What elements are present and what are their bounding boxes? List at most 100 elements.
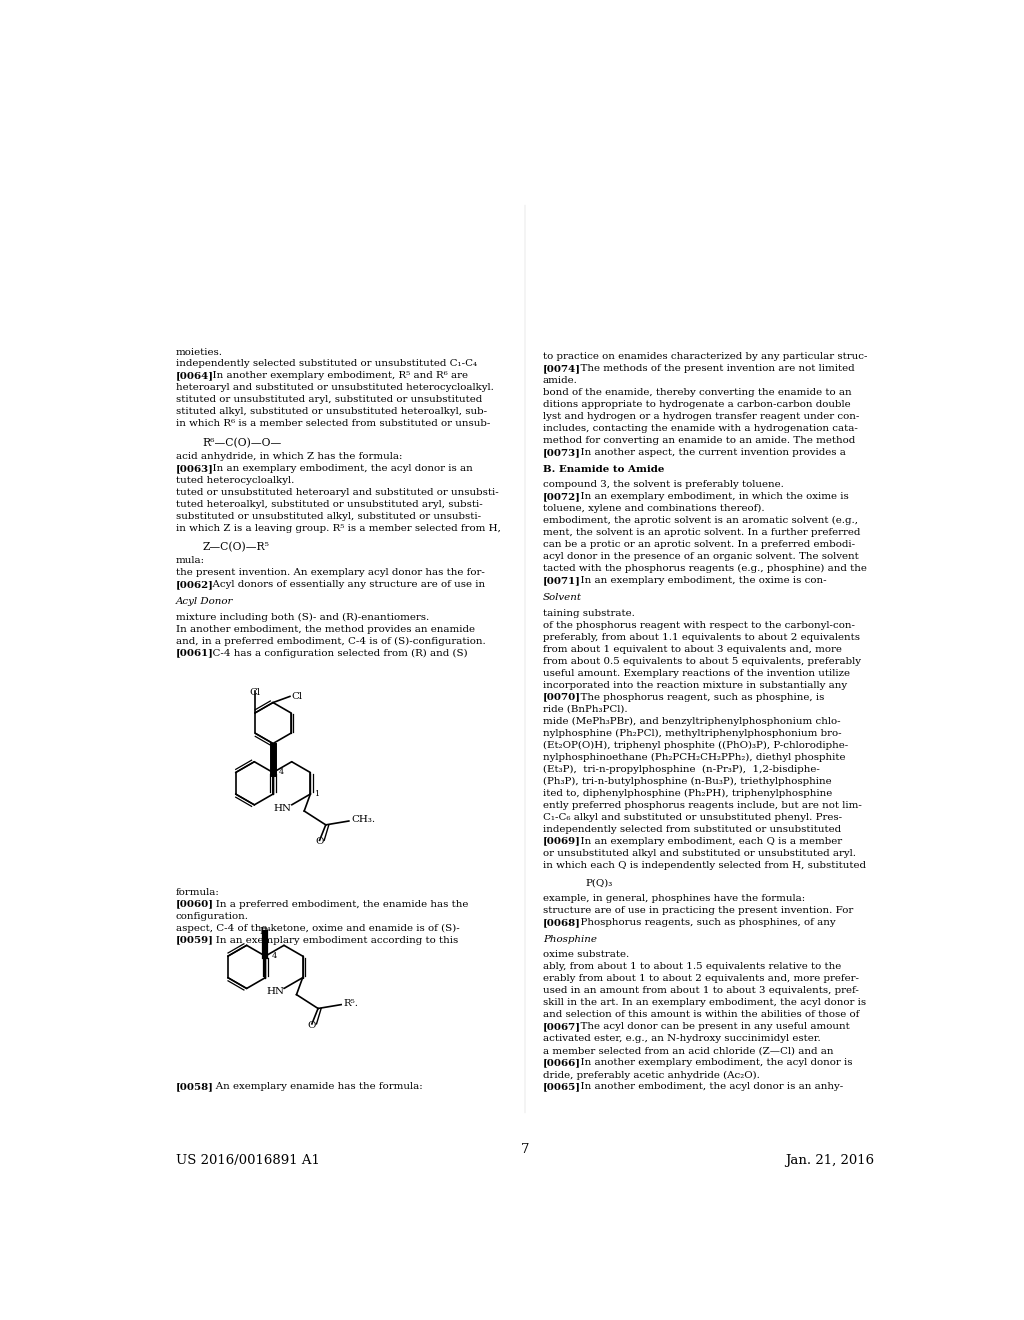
Text: [0068]: [0068] [543,919,581,927]
Text: method for converting an enamide to an amide. The method: method for converting an enamide to an a… [543,436,855,445]
Text: [0062]: [0062] [175,581,213,589]
Text: erably from about 1 to about 2 equivalents and, more prefer-: erably from about 1 to about 2 equivalen… [543,974,859,983]
Text: and, in a preferred embodiment, C-4 is of (S)-configuration.: and, in a preferred embodiment, C-4 is o… [175,636,485,645]
Text: from about 0.5 equivalents to about 5 equivalents, preferably: from about 0.5 equivalents to about 5 eq… [543,656,861,665]
Text: stituted alkyl, substituted or unsubstituted heteroalkyl, sub-: stituted alkyl, substituted or unsubstit… [175,408,486,417]
Text: ited to, diphenylphosphine (Ph₂PH), triphenylphosphine: ited to, diphenylphosphine (Ph₂PH), trip… [543,788,833,797]
Text: example, in general, phosphines have the formula:: example, in general, phosphines have the… [543,894,805,903]
Text: useful amount. Exemplary reactions of the invention utilize: useful amount. Exemplary reactions of th… [543,669,850,677]
Text: HN: HN [266,987,285,997]
Text: P(Q)₃: P(Q)₃ [586,879,612,887]
Text: [0066]: [0066] [543,1059,581,1068]
Text: [0058]: [0058] [175,1082,213,1092]
Text: In another exemplary embodiment, the acyl donor is: In another exemplary embodiment, the acy… [573,1059,852,1068]
Text: C-4 has a configuration selected from (R) and (S): C-4 has a configuration selected from (R… [206,648,468,657]
Text: [0069]: [0069] [543,837,581,846]
Text: from about 1 equivalent to about 3 equivalents and, more: from about 1 equivalent to about 3 equiv… [543,644,842,653]
Text: nylphosphinoethane (Ph₂PCH₂CH₂PPh₂), diethyl phosphite: nylphosphinoethane (Ph₂PCH₂CH₂PPh₂), die… [543,752,846,762]
Text: acyl donor in the presence of an organic solvent. The solvent: acyl donor in the presence of an organic… [543,552,859,561]
Text: mixture including both (S)- and (R)-enantiomers.: mixture including both (S)- and (R)-enan… [175,612,429,622]
Text: mide (MePh₃PBr), and benzyltriphenylphosphonium chlo-: mide (MePh₃PBr), and benzyltriphenylphos… [543,717,841,726]
Text: structure are of use in practicing the present invention. For: structure are of use in practicing the p… [543,906,853,915]
Text: independently selected from substituted or unsubstituted: independently selected from substituted … [543,825,841,833]
Text: bond of the enamide, thereby converting the enamide to an: bond of the enamide, thereby converting … [543,388,852,397]
Text: independently selected substituted or unsubstituted C₁-C₄: independently selected substituted or un… [175,359,476,368]
Text: formula:: formula: [175,887,219,896]
Text: of the phosphorus reagent with respect to the carbonyl-con-: of the phosphorus reagent with respect t… [543,620,855,630]
Text: Jan. 21, 2016: Jan. 21, 2016 [785,1155,874,1167]
Text: In a preferred embodiment, the enamide has the: In a preferred embodiment, the enamide h… [206,900,469,908]
Text: or unsubstituted alkyl and substituted or unsubstituted aryl.: or unsubstituted alkyl and substituted o… [543,849,856,858]
Text: ently preferred phosphorus reagents include, but are not lim-: ently preferred phosphorus reagents incl… [543,800,862,809]
Text: and selection of this amount is within the abilities of those of: and selection of this amount is within t… [543,1010,859,1019]
Text: includes, contacting the enamide with a hydrogenation cata-: includes, contacting the enamide with a … [543,424,858,433]
Text: B. Enamide to Amide: B. Enamide to Amide [543,465,665,474]
Text: taining substrate.: taining substrate. [543,609,635,618]
Text: oxime substrate.: oxime substrate. [543,950,629,960]
Text: lyst and hydrogen or a hydrogen transfer reagent under con-: lyst and hydrogen or a hydrogen transfer… [543,412,859,421]
Text: in which R⁶ is a member selected from substituted or unsub-: in which R⁶ is a member selected from su… [175,420,489,429]
Text: 4: 4 [271,952,276,960]
Text: tuted heterocycloalkyl.: tuted heterocycloalkyl. [175,475,294,484]
Text: activated ester, e.g., an N-hydroxy succinimidyl ester.: activated ester, e.g., an N-hydroxy succ… [543,1035,820,1043]
Text: acid anhydride, in which Z has the formula:: acid anhydride, in which Z has the formu… [175,451,402,461]
Text: [0072]: [0072] [543,492,581,502]
Text: [0067]: [0067] [543,1023,581,1031]
Text: R⁶—C(O)—O—: R⁶—C(O)—O— [203,437,282,447]
Text: An exemplary enamide has the formula:: An exemplary enamide has the formula: [206,1082,423,1092]
Text: [0063]: [0063] [175,463,213,473]
Text: 1: 1 [314,791,319,799]
Text: amide.: amide. [543,376,578,385]
Text: In another embodiment, the acyl donor is an anhy-: In another embodiment, the acyl donor is… [573,1082,843,1092]
Text: HN: HN [273,804,292,813]
Text: to practice on enamides characterized by any particular struc-: to practice on enamides characterized by… [543,352,867,360]
Text: (Et₂OP(O)H), triphenyl phosphite ((PhO)₃P), P-chlorodiphe-: (Et₂OP(O)H), triphenyl phosphite ((PhO)₃… [543,741,848,750]
Text: In an exemplary embodiment according to this: In an exemplary embodiment according to … [206,936,459,945]
Text: Phosphorus reagents, such as phosphines, of any: Phosphorus reagents, such as phosphines,… [573,919,836,927]
Text: Solvent: Solvent [543,593,582,602]
Text: [0065]: [0065] [543,1082,581,1092]
Text: heteroaryl and substituted or unsubstituted heterocycloalkyl.: heteroaryl and substituted or unsubstitu… [175,384,494,392]
Text: (Ph₃P), tri-n-butylphosphine (n-Bu₃P), triethylphosphine: (Ph₃P), tri-n-butylphosphine (n-Bu₃P), t… [543,776,831,785]
Text: 7: 7 [520,1143,529,1156]
Text: mula:: mula: [175,556,205,565]
Text: aspect, C-4 of the ketone, oxime and enamide is of (S)-: aspect, C-4 of the ketone, oxime and ena… [175,924,459,933]
Text: [0060]: [0060] [175,900,213,908]
Text: In another embodiment, the method provides an enamide: In another embodiment, the method provid… [175,624,474,634]
Text: [0059]: [0059] [175,936,213,945]
Text: a member selected from an acid chloride (Z—Cl) and an: a member selected from an acid chloride … [543,1047,834,1056]
Text: In an exemplary embodiment, the acyl donor is an: In an exemplary embodiment, the acyl don… [206,463,473,473]
Text: [0064]: [0064] [175,371,213,380]
Text: C₁-C₆ alkyl and substituted or unsubstituted phenyl. Pres-: C₁-C₆ alkyl and substituted or unsubstit… [543,813,842,821]
Text: [0071]: [0071] [543,577,581,585]
Text: O: O [307,1022,316,1030]
Text: Cl: Cl [250,688,261,697]
Text: can be a protic or an aprotic solvent. In a preferred embodi-: can be a protic or an aprotic solvent. I… [543,540,855,549]
Text: ditions appropriate to hydrogenate a carbon-carbon double: ditions appropriate to hydrogenate a car… [543,400,851,409]
Text: In an exemplary embodiment, each Q is a member: In an exemplary embodiment, each Q is a … [573,837,842,846]
Text: in which Z is a leaving group. R⁵ is a member selected from H,: in which Z is a leaving group. R⁵ is a m… [175,524,501,533]
Text: ment, the solvent is an aprotic solvent. In a further preferred: ment, the solvent is an aprotic solvent.… [543,528,860,537]
Text: In another aspect, the current invention provides a: In another aspect, the current invention… [573,447,846,457]
Text: Acyl donors of essentially any structure are of use in: Acyl donors of essentially any structure… [206,581,485,589]
Text: compound 3, the solvent is preferably toluene.: compound 3, the solvent is preferably to… [543,480,783,490]
Text: stituted or unsubstituted aryl, substituted or unsubstituted: stituted or unsubstituted aryl, substitu… [175,396,481,404]
Text: moieties.: moieties. [175,347,222,356]
Text: [0070]: [0070] [543,693,581,702]
Text: nylphosphine (Ph₂PCl), methyltriphenylphosphonium bro-: nylphosphine (Ph₂PCl), methyltriphenylph… [543,729,842,738]
Text: toluene, xylene and combinations thereof).: toluene, xylene and combinations thereof… [543,504,765,513]
Text: Cl: Cl [292,692,302,701]
Text: The methods of the present invention are not limited: The methods of the present invention are… [573,364,854,374]
Text: tuted or unsubstituted heteroaryl and substituted or unsubsti-: tuted or unsubstituted heteroaryl and su… [175,488,499,496]
Text: the present invention. An exemplary acyl donor has the for-: the present invention. An exemplary acyl… [175,568,484,577]
Text: incorporated into the reaction mixture in substantially any: incorporated into the reaction mixture i… [543,681,847,689]
Text: tuted heteroalkyl, substituted or unsubstituted aryl, substi-: tuted heteroalkyl, substituted or unsubs… [175,500,482,508]
Text: R⁵.: R⁵. [343,999,358,1007]
Text: preferably, from about 1.1 equivalents to about 2 equivalents: preferably, from about 1.1 equivalents t… [543,632,860,642]
Text: Acyl Donor: Acyl Donor [175,597,232,606]
Text: (Et₃P),  tri-n-propylphosphine  (n-Pr₃P),  1,2-bisdiphe-: (Et₃P), tri-n-propylphosphine (n-Pr₃P), … [543,764,820,774]
Text: substituted or unsubstituted alkyl, substituted or unsubsti-: substituted or unsubstituted alkyl, subs… [175,512,480,521]
Text: The acyl donor can be present in any useful amount: The acyl donor can be present in any use… [573,1023,850,1031]
Text: [0073]: [0073] [543,447,581,457]
Text: [0074]: [0074] [543,364,581,374]
